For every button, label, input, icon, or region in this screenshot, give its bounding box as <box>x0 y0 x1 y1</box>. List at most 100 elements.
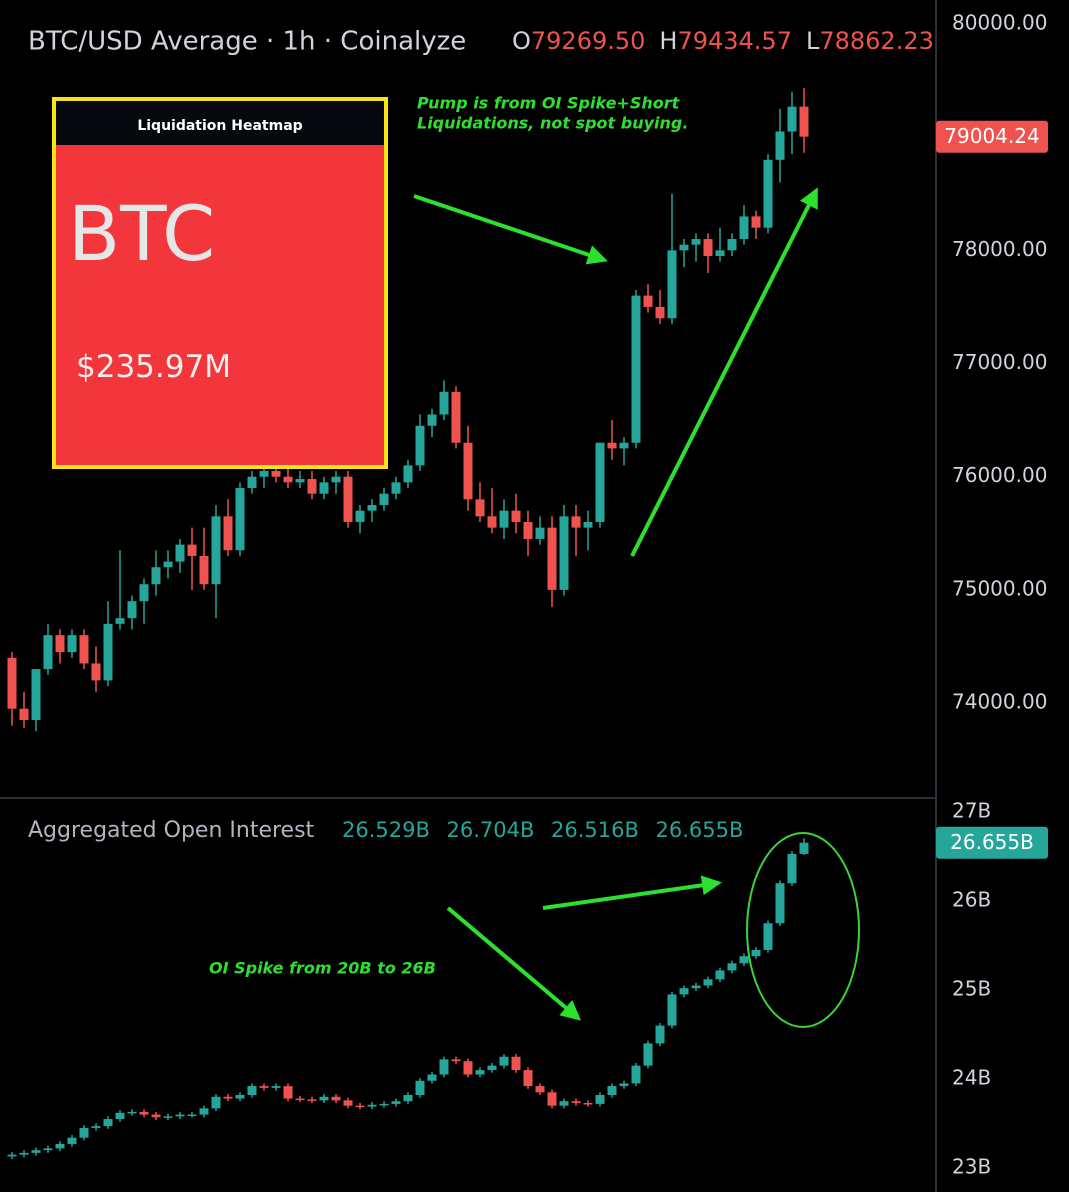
candle-body <box>427 1074 437 1081</box>
candle-body <box>391 1101 401 1104</box>
candle-body <box>463 1061 473 1075</box>
candle-body <box>703 239 713 257</box>
ohlc-key: O <box>512 27 531 55</box>
candle-body <box>703 979 713 986</box>
candle-body <box>403 465 413 483</box>
candle-body <box>199 555 209 585</box>
candle-body <box>751 216 761 228</box>
candle-body <box>163 1116 173 1118</box>
candle-body <box>379 493 389 506</box>
candle-body <box>55 1143 65 1149</box>
candle-body <box>115 1112 125 1120</box>
candle-body <box>79 1127 89 1138</box>
y-tick-label: 77000.00 <box>952 350 1047 374</box>
ohlc-key: L <box>806 27 820 55</box>
candle-body <box>139 584 149 602</box>
candle-body <box>487 1065 497 1071</box>
candle-body <box>211 1096 221 1109</box>
candle-body <box>523 521 533 539</box>
arrow <box>542 875 722 910</box>
candle-body <box>559 1101 569 1106</box>
candle-body <box>247 476 257 489</box>
candle-body <box>103 1119 113 1127</box>
card-symbol: BTC <box>68 189 216 278</box>
candle-body <box>151 1114 161 1118</box>
chart-title: BTC/USD Average · 1h · Coinalyze <box>28 27 466 57</box>
last-price-tag <box>936 120 1048 153</box>
candle-body <box>547 1092 557 1106</box>
candle-body <box>715 250 725 257</box>
candle-body <box>43 1148 53 1151</box>
candle-body <box>247 1086 257 1096</box>
last-price-tag <box>936 826 1048 859</box>
candle-body <box>367 1104 377 1107</box>
candle-body <box>451 1059 461 1062</box>
y-tick-label: 23B <box>952 1154 991 1178</box>
candle-body <box>403 1095 413 1102</box>
candle-body <box>343 476 353 522</box>
candle-body <box>487 516 497 528</box>
candle-body <box>259 1086 269 1088</box>
ohlc-key: H <box>659 27 677 55</box>
candle-body <box>175 1114 185 1117</box>
candle-body <box>139 1111 149 1115</box>
candle-body <box>619 442 629 449</box>
y-tick-label: 78000.00 <box>952 237 1047 261</box>
candle-body <box>679 988 689 995</box>
candle-body <box>691 239 701 245</box>
heatmap-card: Liquidation Heatmap BTC $235.97M <box>52 97 388 469</box>
candle-body <box>415 425 425 466</box>
candle-body <box>607 442 617 449</box>
candle-body <box>631 295 641 443</box>
candle-body <box>31 1150 41 1153</box>
candle-body <box>451 391 461 443</box>
candle-body <box>655 306 665 319</box>
candle-body <box>667 250 677 319</box>
candle-body <box>787 853 797 884</box>
candle-body <box>571 1101 581 1104</box>
annotation: OI Spike from 20B to 26B <box>209 959 436 978</box>
candle-body <box>379 1103 389 1106</box>
candle-body <box>583 521 593 528</box>
candle-body <box>631 1065 641 1084</box>
candle-body <box>235 488 245 551</box>
candle-body <box>187 544 197 556</box>
candle-body <box>79 635 89 664</box>
y-tick-label: 74000.00 <box>952 690 1047 714</box>
candle-body <box>127 1111 137 1114</box>
candle-body <box>67 635 77 653</box>
candle-body <box>295 478 305 483</box>
candle-body <box>439 1059 449 1075</box>
candle-body <box>31 669 41 721</box>
candle-body <box>151 567 161 585</box>
annotation: Pump is from OI Spike+Short <box>417 94 681 113</box>
candle-body <box>331 1096 341 1101</box>
candle-body <box>355 1105 365 1108</box>
candle-body <box>691 985 701 989</box>
candle-body <box>355 510 365 522</box>
oi-legend-value: 26.529B <box>342 818 430 842</box>
ohlc-value: 79269.50 <box>531 27 646 55</box>
candle-body <box>727 239 737 251</box>
y-tick-label: 24B <box>952 1065 991 1089</box>
candle-body <box>19 708 29 721</box>
last-value-label: 26.655B <box>950 830 1034 854</box>
candle-body <box>163 561 173 568</box>
candle-body <box>547 527 557 590</box>
card-title: Liquidation Heatmap <box>56 101 384 145</box>
candle-body <box>559 516 569 590</box>
candle-body <box>271 471 281 477</box>
candle-body <box>199 1108 209 1115</box>
candle-body <box>307 478 317 494</box>
candle-body <box>643 1043 653 1066</box>
candle-body <box>307 1099 317 1101</box>
oi-legend-value: 26.704B <box>447 818 535 842</box>
oi-legend-value: 26.516B <box>551 818 639 842</box>
arrow <box>630 187 818 557</box>
card-amount: $235.97M <box>76 349 231 385</box>
candle-body <box>127 601 137 619</box>
candle-body <box>535 1086 545 1093</box>
pane-title: Aggregated Open Interest <box>28 818 315 843</box>
candle-body <box>535 527 545 539</box>
